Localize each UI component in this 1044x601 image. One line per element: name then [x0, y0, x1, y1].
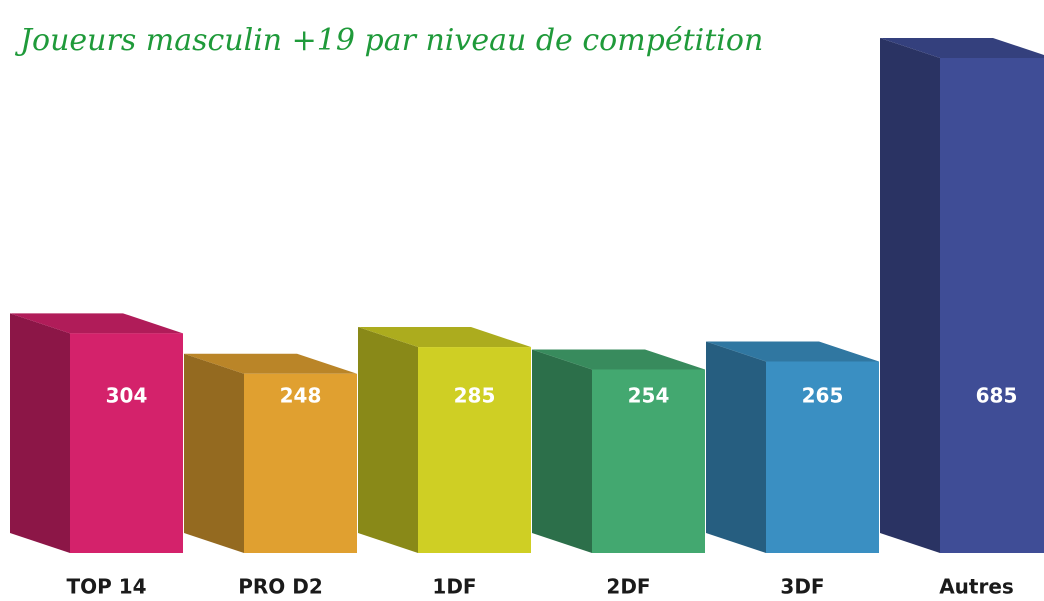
bar-top [358, 327, 531, 348]
bar-top [10, 313, 183, 334]
bar-side [532, 349, 592, 553]
bar-top [706, 341, 879, 362]
bar [766, 361, 879, 553]
bar-side [358, 327, 418, 553]
bar-side [184, 353, 244, 553]
value-label: 265 [802, 384, 844, 408]
value-label: 685 [976, 384, 1018, 408]
chart-title: Joueurs masculin +19 par niveau de compé… [14, 23, 763, 58]
bar [592, 369, 705, 553]
bar-side [706, 341, 766, 553]
bar-top [880, 38, 1044, 58]
bar-side [10, 313, 70, 553]
bar [244, 373, 357, 553]
x-tick-label: TOP 14 [66, 575, 146, 599]
value-label: 254 [628, 384, 670, 408]
bar-top [184, 353, 357, 374]
value-label: 304 [106, 384, 148, 408]
x-tick-label: 2DF [606, 575, 650, 599]
x-tick-label: PRO D2 [238, 575, 323, 599]
value-label: 248 [280, 384, 322, 408]
bar-side [880, 38, 940, 553]
bar [70, 333, 183, 553]
x-tick-label: Autres [939, 575, 1014, 599]
bar [418, 347, 531, 553]
bar-top [532, 349, 705, 370]
value-label: 285 [454, 384, 496, 408]
x-tick-label: 3DF [780, 575, 824, 599]
bar [940, 58, 1044, 553]
x-tick-label: 1DF [432, 575, 476, 599]
